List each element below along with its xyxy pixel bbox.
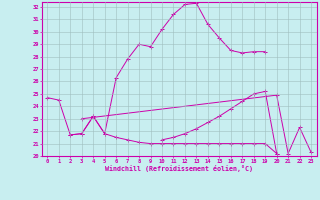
X-axis label: Windchill (Refroidissement éolien,°C): Windchill (Refroidissement éolien,°C): [105, 165, 253, 172]
